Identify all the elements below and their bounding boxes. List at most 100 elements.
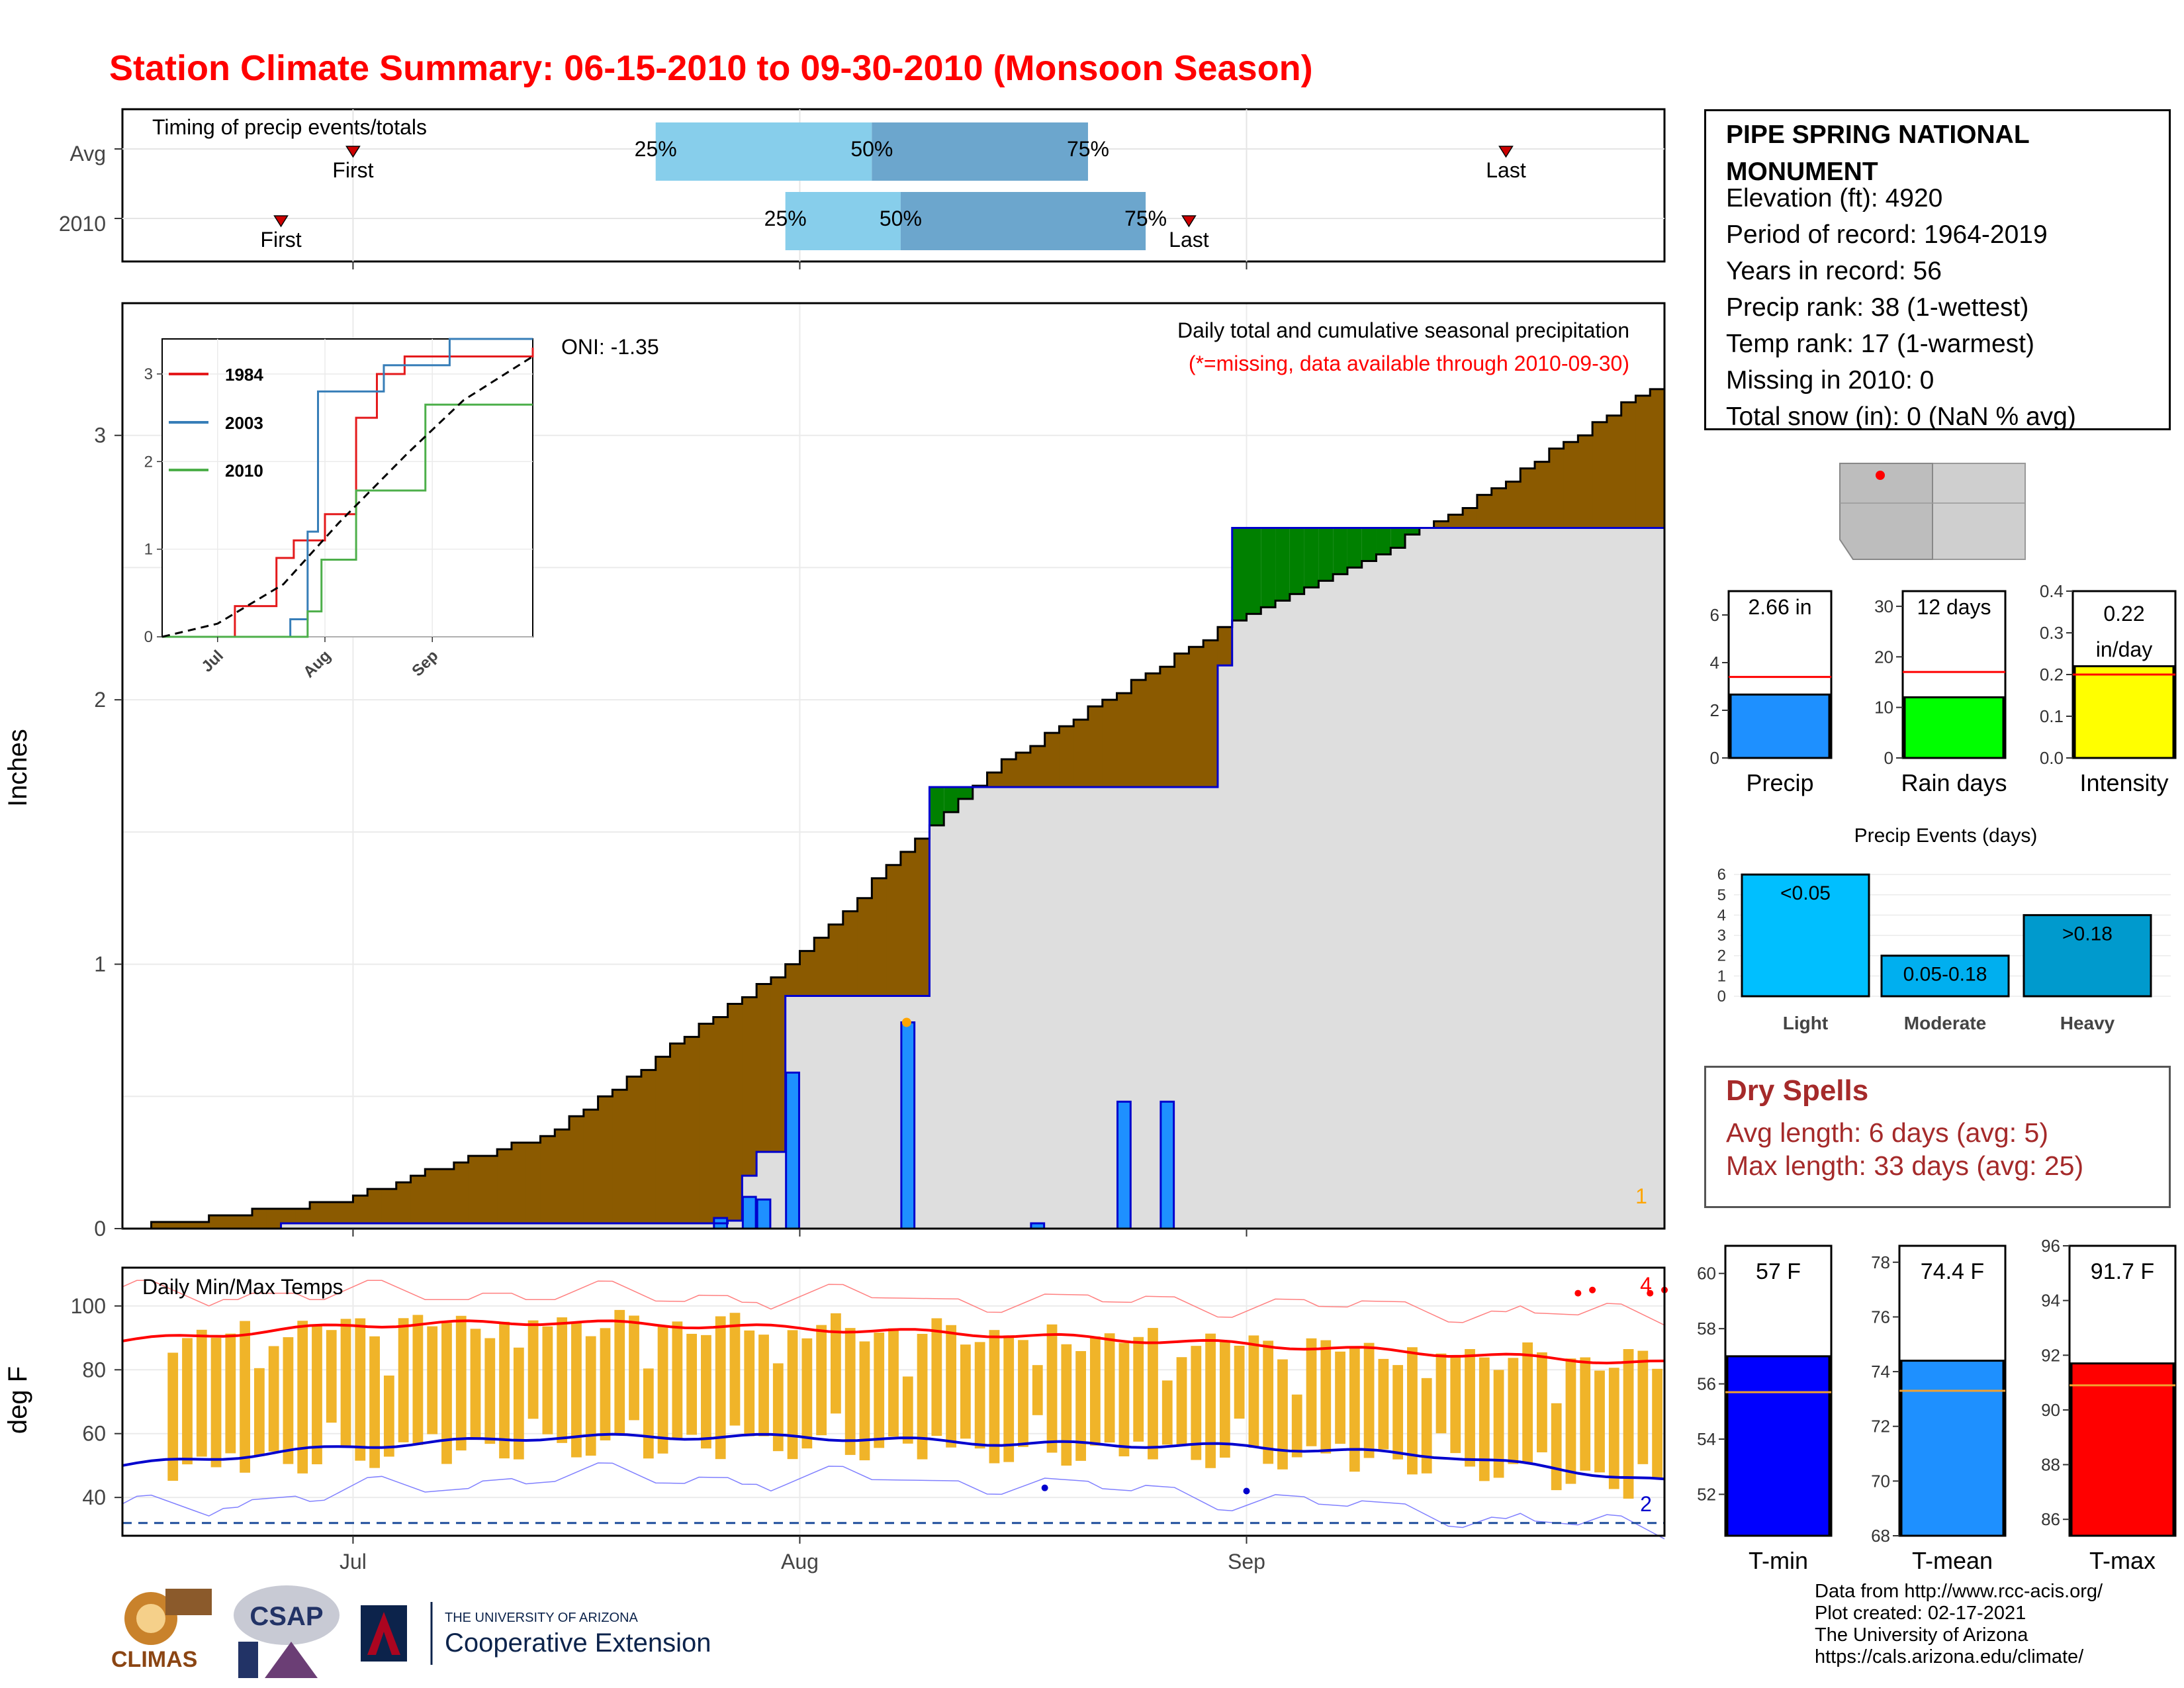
- deficit-area: [670, 1043, 685, 1224]
- cumulative-observed-area: [381, 1223, 397, 1229]
- climas-logo-block: [165, 1589, 212, 1615]
- daily-temp-range-bar: [931, 1318, 942, 1436]
- deficit-area: [1433, 521, 1449, 528]
- deficit-area: [223, 1215, 238, 1229]
- daily-temp-range-bar: [1075, 1351, 1086, 1461]
- cumulative-observed-area: [699, 1223, 714, 1229]
- map-state: [1839, 463, 1933, 560]
- deficit-area: [381, 1189, 397, 1224]
- daily-temp-range-bar: [701, 1335, 711, 1449]
- deficit-area: [915, 838, 930, 996]
- cumulative-observed-area: [1044, 786, 1060, 1229]
- precip-events-y-tick-label: 6: [1717, 866, 1726, 884]
- surplus-area: [1246, 528, 1261, 614]
- cumulative-observed-area: [295, 1223, 310, 1229]
- daily-temp-range-bar: [283, 1337, 294, 1464]
- timing-panel: 25% 50% 75% First Last 25% 50% 75% First Last Tim…: [59, 108, 1666, 269]
- deficit-area: [468, 1156, 483, 1224]
- deficit-area: [1578, 435, 1593, 528]
- daily-temp-range-bar: [917, 1334, 928, 1460]
- cumulative-observed-area: [1318, 528, 1334, 1229]
- cumulative-observed-area: [1275, 528, 1291, 1229]
- precip-events-title: Precip Events (days): [1854, 825, 2038, 847]
- daily-temp-range-bar: [210, 1337, 222, 1468]
- temp-summary-t-min-bar: [1726, 1355, 1831, 1537]
- cumulative-observed-area: [1016, 786, 1031, 1229]
- cumulative-observed-area: [1217, 665, 1233, 1229]
- temps-daily-bars: [167, 1309, 1662, 1499]
- daily-temp-range-bar: [816, 1325, 827, 1436]
- deficit-area: [1131, 680, 1146, 787]
- deficit-area: [497, 1149, 512, 1224]
- daily-temp-range-bar: [297, 1321, 308, 1474]
- deficit-area: [713, 1017, 729, 1224]
- surplus-area: [958, 786, 974, 799]
- cumulative-observed-area: [598, 1223, 613, 1229]
- missing-note: (*=missing, data available through 2010-…: [1189, 352, 1629, 375]
- deficit-area: [814, 937, 829, 996]
- temp-summary-t-mean-y-tick-label: 78: [1871, 1252, 1890, 1272]
- daily-temp-range-bar: [831, 1313, 841, 1414]
- daily-temp-range-bar: [1363, 1342, 1375, 1458]
- location-map: [1839, 463, 2026, 560]
- daily-temp-range-bar: [1479, 1357, 1490, 1481]
- summary-rain-days-value: 12 days: [1917, 595, 1991, 619]
- daily-temp-range-bar: [312, 1325, 322, 1465]
- daily-temp-range-bar: [600, 1328, 611, 1440]
- inset-line-2003: [162, 338, 533, 638]
- cumulative-observed-area: [829, 996, 844, 1229]
- cumulative-observed-area: [1333, 528, 1348, 1229]
- summary-intensity-y-tick-label: 0.1: [2040, 706, 2064, 726]
- daily-temp-range-bar: [744, 1330, 755, 1436]
- deficit-area: [1116, 693, 1132, 787]
- timing-bar-q50-q75: [872, 122, 1088, 181]
- cumulative-observed-area: [655, 1223, 670, 1229]
- cumulative-observed-area: [1361, 528, 1377, 1229]
- cumulative-observed-area: [1506, 528, 1521, 1229]
- temp-summary-t-min-y-tick-label: 60: [1697, 1264, 1716, 1284]
- temp-summary-t-min-value: 57 F: [1756, 1259, 1801, 1284]
- cumulative-observed-area: [857, 996, 872, 1229]
- cumulative-observed-area: [929, 786, 944, 1229]
- surplus-area: [944, 786, 959, 812]
- temps-lines: [122, 1280, 1668, 1540]
- credit-url: https://cals.arizona.edu/climate/: [1815, 1646, 2084, 1667]
- summary-precip-y-tick-label: 6: [1710, 605, 1719, 625]
- temp-summary-t-mean-value: 74.4 F: [1921, 1259, 1984, 1284]
- temp-summary-t-max-y-tick-label: 88: [2041, 1455, 2060, 1475]
- csap-mountain: [265, 1642, 318, 1678]
- inset-lines: [161, 338, 534, 638]
- climas-logo-inner: [136, 1604, 165, 1633]
- deficit-area: [425, 1169, 440, 1224]
- temps-line-record-max: [122, 1280, 1665, 1326]
- precip-y-tick-label: 3: [94, 424, 106, 447]
- timing-q25-label: 25%: [764, 207, 807, 230]
- temp-summary-t-max-label: T-max: [2089, 1547, 2156, 1574]
- deficit-area: [1016, 753, 1031, 787]
- deficit-area: [367, 1189, 383, 1224]
- deficit-area: [1217, 627, 1233, 666]
- cumulative-observed-area: [612, 1223, 627, 1229]
- timing-bars: 25% 50% 75% First Last 25% 50% 75% First Last: [260, 122, 1526, 252]
- daily-temp-range-bar: [167, 1352, 179, 1481]
- daily-temp-range-bar: [643, 1368, 654, 1459]
- cumulative-observed-area: [1030, 786, 1046, 1229]
- daily-temp-range-bar: [1089, 1336, 1101, 1446]
- deficit-area: [1073, 720, 1089, 787]
- cumulative-observed-area: [627, 1223, 642, 1229]
- cumulative-observed-area: [944, 786, 959, 1229]
- summary-bar-charts: 0 2 4 6 Precip 2.66 in 0 10 20 30 Rain days 12 days…: [1710, 581, 2177, 796]
- cumulative-observed-area: [1491, 528, 1506, 1229]
- deficit-area: [699, 1023, 714, 1224]
- deficit-area: [1102, 700, 1118, 787]
- daily-temp-range-bar: [729, 1313, 741, 1426]
- deficit-area: [1044, 733, 1060, 787]
- cumulative-observed-area: [410, 1223, 426, 1229]
- daily-temp-range-bar: [470, 1329, 481, 1438]
- cumulative-observed-area: [338, 1223, 353, 1229]
- cumulative-observed-area: [915, 996, 930, 1229]
- dry-spells-avg: Avg length: 6 days (avg: 5): [1726, 1117, 2048, 1148]
- temp-summary-t-max-y-tick-label: 90: [2041, 1400, 2060, 1420]
